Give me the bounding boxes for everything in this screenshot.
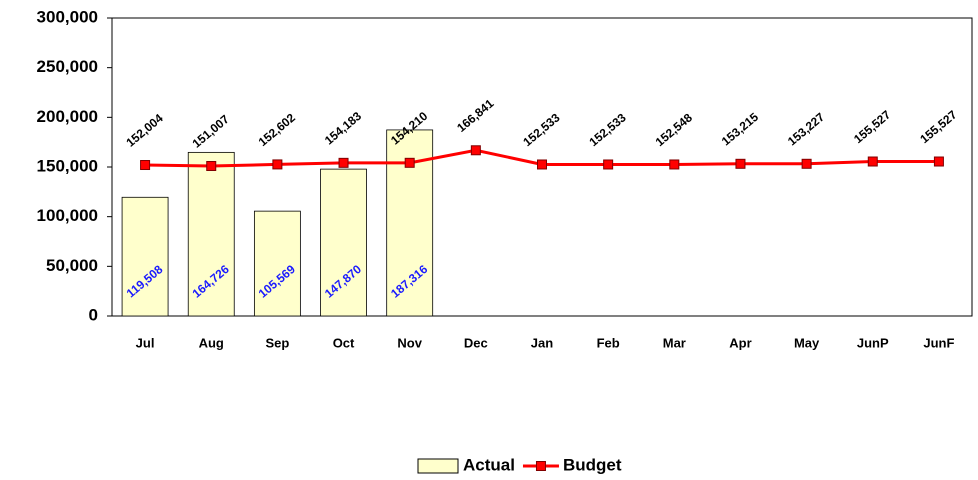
x-tick-label: Aug [199, 335, 224, 350]
y-tick-label: 200,000 [37, 107, 98, 126]
x-tick-label: Apr [729, 335, 751, 350]
bar [121, 196, 169, 317]
y-tick-label: 250,000 [37, 57, 98, 76]
x-tick-label: Sep [265, 335, 289, 350]
data-label: 155,527 [851, 107, 893, 146]
data-label: 154,183 [322, 109, 364, 148]
x-tick-label: JunP [857, 335, 889, 350]
marker [338, 157, 349, 168]
marker [404, 157, 415, 168]
x-tick-label: JunF [923, 335, 954, 350]
marker [801, 158, 812, 169]
data-label: 155,527 [917, 107, 959, 146]
data-label: 152,548 [653, 110, 695, 149]
marker [537, 159, 547, 170]
x-tick-label: Nov [397, 335, 422, 350]
y-tick-label: 100,000 [37, 206, 98, 225]
legend-label: Actual [463, 455, 515, 474]
x-tick-label: Dec [464, 335, 488, 350]
y-tick-label: 50,000 [46, 256, 98, 275]
data-label: 166,841 [454, 96, 496, 135]
x-tick-label: Jul [136, 335, 155, 350]
data-label: 151,007 [190, 112, 232, 151]
marker [272, 159, 283, 170]
x-tick-label: Feb [597, 335, 620, 350]
x-tick-label: Mar [663, 335, 686, 350]
data-label: 153,215 [719, 110, 761, 149]
legend-label: Budget [563, 455, 622, 474]
x-tick-label: Jan [531, 335, 553, 350]
marker [735, 158, 746, 169]
marker [470, 145, 481, 156]
bar [253, 210, 301, 317]
x-tick-label: Oct [333, 335, 355, 350]
y-tick-label: 300,000 [37, 7, 98, 26]
data-label: 152,533 [520, 110, 562, 149]
bar [187, 151, 235, 317]
marker [933, 156, 944, 167]
data-label: 152,602 [256, 110, 298, 149]
data-label: 152,533 [587, 110, 629, 149]
data-label: 152,004 [123, 111, 165, 150]
data-label: 153,227 [785, 110, 827, 149]
marker [140, 160, 151, 171]
y-tick-label: 0 [89, 305, 98, 324]
marker [669, 159, 680, 170]
marker [867, 156, 878, 167]
marker [206, 160, 217, 171]
marker [603, 159, 614, 170]
legend-swatch [417, 458, 459, 474]
legend-swatch [535, 461, 546, 471]
y-tick-label: 150,000 [37, 156, 98, 175]
x-tick-label: May [794, 335, 820, 350]
bar [320, 168, 367, 317]
